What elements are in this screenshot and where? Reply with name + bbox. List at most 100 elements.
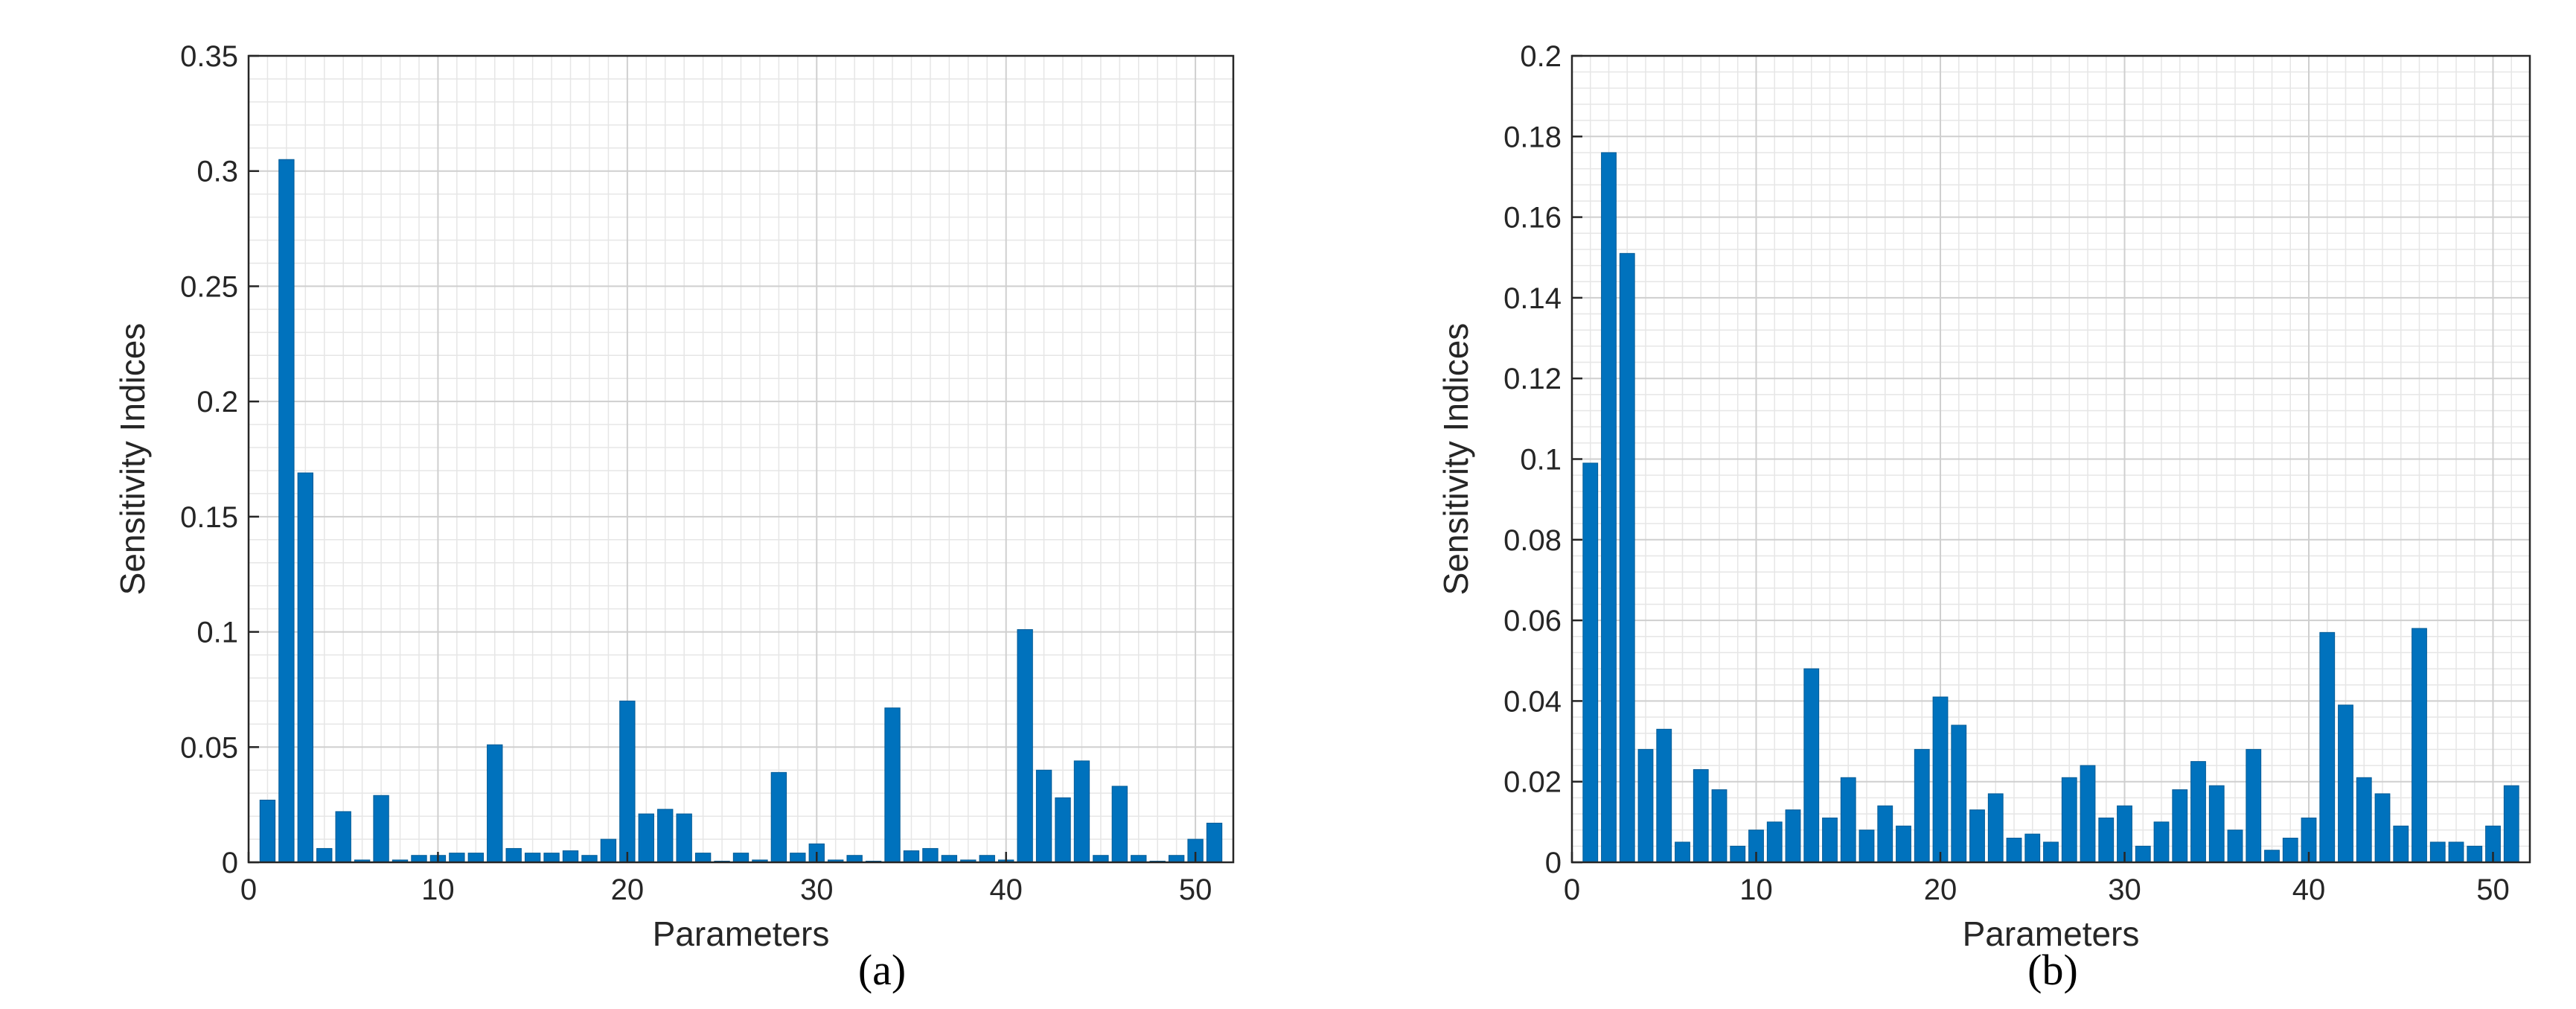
bar-a-1 [259, 799, 276, 863]
bar-a-5 [335, 811, 351, 863]
bar-b-25 [2024, 833, 2041, 863]
bar-b-2 [1601, 152, 1617, 863]
y-axis-label: Sensitivity Indices [1436, 323, 1475, 596]
x-axis-label: Parameters [653, 914, 830, 953]
bar-a-34 [884, 707, 901, 863]
bar-b-26 [2043, 841, 2059, 863]
y-tick-label: 0.04 [1503, 685, 1562, 718]
bar-b-14 [1822, 817, 1838, 863]
bar-a-19 [600, 838, 617, 863]
bar-b-9 [1730, 845, 1746, 863]
bar-a-23 [676, 813, 692, 863]
bar-a-47 [1131, 855, 1147, 863]
bar-b-29 [2098, 817, 2115, 863]
bar-b-28 [2080, 765, 2096, 863]
y-tick-label: 0.12 [1503, 363, 1562, 395]
y-tick-label: 0.18 [1503, 121, 1562, 153]
bar-b-42 [2338, 704, 2353, 863]
x-tick-label: 10 [421, 873, 455, 906]
bar-a-2 [278, 159, 295, 863]
bar-a-14 [505, 847, 522, 863]
bar-a-7 [373, 795, 389, 863]
bar-b-34 [2190, 761, 2206, 863]
bar-b-12 [1785, 809, 1801, 863]
bar-a-49 [1168, 855, 1185, 863]
y-tick-label: 0.02 [1503, 766, 1562, 799]
y-axis-label: Sensitivity Indices [113, 323, 152, 596]
x-tick-label: 20 [611, 873, 645, 906]
axes-frame [247, 54, 1235, 864]
bar-a-15 [524, 853, 541, 863]
y-tick-label: 0 [1545, 847, 1562, 879]
bar-a-32 [846, 855, 863, 863]
bar-b-35 [2208, 785, 2225, 863]
x-tick-label: 50 [1179, 873, 1212, 906]
caption-b: (b) [2027, 946, 2078, 994]
bar-b-45 [2393, 825, 2409, 863]
y-tick-label: 0.25 [180, 270, 238, 303]
chart-panel-b: 0 10 20 30 40 50 0 0.02 0.04 0.06 0.08 0.1 0.12 0.14 0… [1436, 40, 2531, 953]
bar-a-13 [487, 744, 503, 863]
bar-a-42 [1035, 769, 1052, 863]
y-tick-label: 0.1 [196, 617, 238, 649]
bar-b-20 [1932, 696, 1949, 863]
y-tick-label: 0.35 [180, 40, 238, 73]
bar-a-16 [543, 853, 560, 863]
x-tick-label: 40 [989, 873, 1023, 906]
bar-b-43 [2356, 777, 2372, 863]
bar-a-43 [1055, 797, 1071, 863]
y-tick-label: 0.1 [1520, 444, 1562, 477]
bar-a-18 [581, 855, 598, 863]
bar-b-24 [2006, 838, 2022, 863]
bar-a-46 [1111, 786, 1128, 863]
bar-b-39 [2282, 838, 2298, 863]
bar-a-12 [467, 853, 484, 863]
bar-b-16 [1859, 830, 1875, 863]
bar-b-51 [2503, 785, 2519, 863]
bar-a-24 [694, 853, 712, 863]
bar-b-21 [1951, 725, 1967, 863]
bar-a-11 [449, 853, 465, 863]
bar-a-45 [1093, 855, 1109, 863]
bar-b-49 [2467, 845, 2483, 863]
bar-b-19 [1914, 748, 1930, 863]
bar-b-32 [2153, 821, 2170, 863]
x-tick-label: 0 [1564, 873, 1580, 906]
bar-a-26 [732, 853, 750, 863]
x-axis-label: Parameters [1963, 914, 2140, 953]
bar-b-41 [2319, 631, 2336, 863]
bar-b-6 [1675, 841, 1690, 863]
bar-b-47 [2429, 841, 2446, 863]
bar-b-46 [2412, 628, 2427, 863]
x-tick-label: 30 [800, 873, 834, 906]
bar-a-21 [638, 813, 654, 863]
bar-b-1 [1582, 462, 1599, 863]
bar-b-31 [2135, 845, 2151, 863]
x-tick-label: 0 [240, 873, 257, 906]
bar-a-29 [790, 853, 806, 863]
bar-b-27 [2061, 777, 2077, 863]
y-tick-label: 0.05 [180, 731, 238, 764]
caption-a: (a) [858, 946, 906, 994]
bar-b-17 [1877, 805, 1893, 863]
y-tick-label: 0.16 [1503, 202, 1562, 235]
bar-b-33 [2172, 789, 2188, 863]
bar-b-13 [1803, 668, 1820, 863]
y-tick-label: 0.15 [180, 501, 238, 534]
bar-a-39 [979, 855, 995, 863]
bar-b-37 [2246, 748, 2262, 863]
bar-a-4 [316, 847, 333, 863]
bar-b-7 [1693, 768, 1709, 863]
y-tick-label: 0 [222, 847, 238, 879]
bar-b-15 [1840, 777, 1856, 863]
y-tick-label: 0.2 [1520, 40, 1562, 73]
x-tick-label: 40 [2292, 873, 2326, 906]
bar-a-35 [903, 850, 920, 863]
bar-b-23 [1987, 793, 2004, 863]
y-tick-label: 0.2 [196, 386, 238, 418]
bar-a-44 [1073, 760, 1090, 863]
bar-a-37 [941, 855, 958, 863]
bar-b-18 [1896, 825, 1911, 863]
bar-a-20 [619, 700, 636, 863]
